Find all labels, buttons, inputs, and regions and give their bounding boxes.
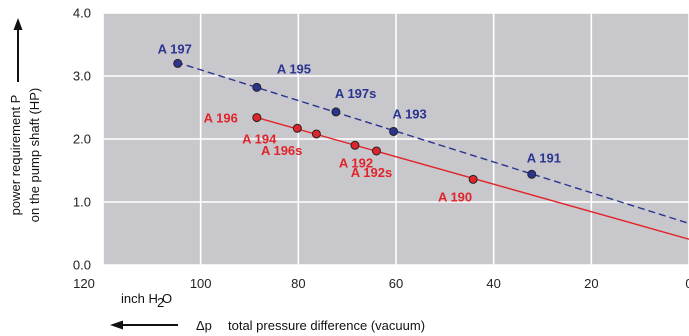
data-point-label: A 196s <box>261 143 302 158</box>
x-unit-subscript: 2 <box>157 295 164 310</box>
data-point-label: A 190 <box>438 189 472 204</box>
data-point <box>468 174 478 184</box>
y-tick-label: 1.0 <box>73 195 91 210</box>
y-tick-label: 3.0 <box>73 69 91 84</box>
y-tick-label: 4.0 <box>73 6 91 21</box>
series-layer <box>173 58 689 240</box>
y-axis-title-line1: power requirement P <box>8 95 23 216</box>
x-tick-label: 100 <box>190 276 212 291</box>
x-axis-unit: inch H 2 O <box>110 291 178 330</box>
data-point <box>389 126 399 136</box>
data-point-label: A 196 <box>204 111 238 126</box>
data-point-label: A 197 <box>158 41 192 56</box>
grid <box>102 12 689 266</box>
y-tick-labels: 0.0 1.0 2.0 3.0 4.0 <box>73 6 91 273</box>
x-tick-label: 40 <box>486 276 500 291</box>
data-point <box>292 123 302 133</box>
x-tick-label: 60 <box>389 276 403 291</box>
x-tick-label: 120 <box>73 276 95 291</box>
data-point <box>350 140 360 150</box>
data-point-label: A 197s <box>335 86 376 101</box>
x-axis-symbol: Δp <box>196 318 212 333</box>
x-axis-title: total pressure difference (vacuum) <box>228 318 425 333</box>
x-tick-label: 80 <box>291 276 305 291</box>
y-axis-arrow-head-icon <box>13 18 23 30</box>
series-0-trend-line <box>176 61 689 225</box>
data-point-label: A 195 <box>277 61 311 76</box>
data-point-label: A 194 <box>242 131 277 146</box>
data-point-label: A 192 <box>339 155 373 170</box>
x-tick-label: 20 <box>584 276 598 291</box>
data-point <box>331 107 341 117</box>
y-axis-title-line2: on the pump shaft (HP) <box>27 88 42 222</box>
data-point <box>252 82 262 92</box>
data-point-label: A 192s <box>351 165 392 180</box>
data-point <box>311 129 321 139</box>
data-point <box>173 58 183 68</box>
x-unit-tail: O <box>162 291 172 306</box>
x-tick-label: 0 <box>685 276 689 291</box>
y-tick-label: 2.0 <box>73 132 91 147</box>
x-tick-labels: 120 100 80 60 40 20 0 <box>73 276 689 291</box>
y-axis-title: power requirement P on the pump shaft (H… <box>8 18 42 222</box>
x-axis-arrow-head-icon <box>110 320 123 330</box>
x-unit-main: inch H <box>121 291 158 306</box>
data-point-label: A 191 <box>527 150 561 165</box>
data-point <box>371 146 381 156</box>
data-point-label: A 193 <box>393 106 427 121</box>
data-point <box>252 113 262 123</box>
data-point <box>527 169 537 179</box>
y-tick-label: 0.0 <box>73 258 91 273</box>
